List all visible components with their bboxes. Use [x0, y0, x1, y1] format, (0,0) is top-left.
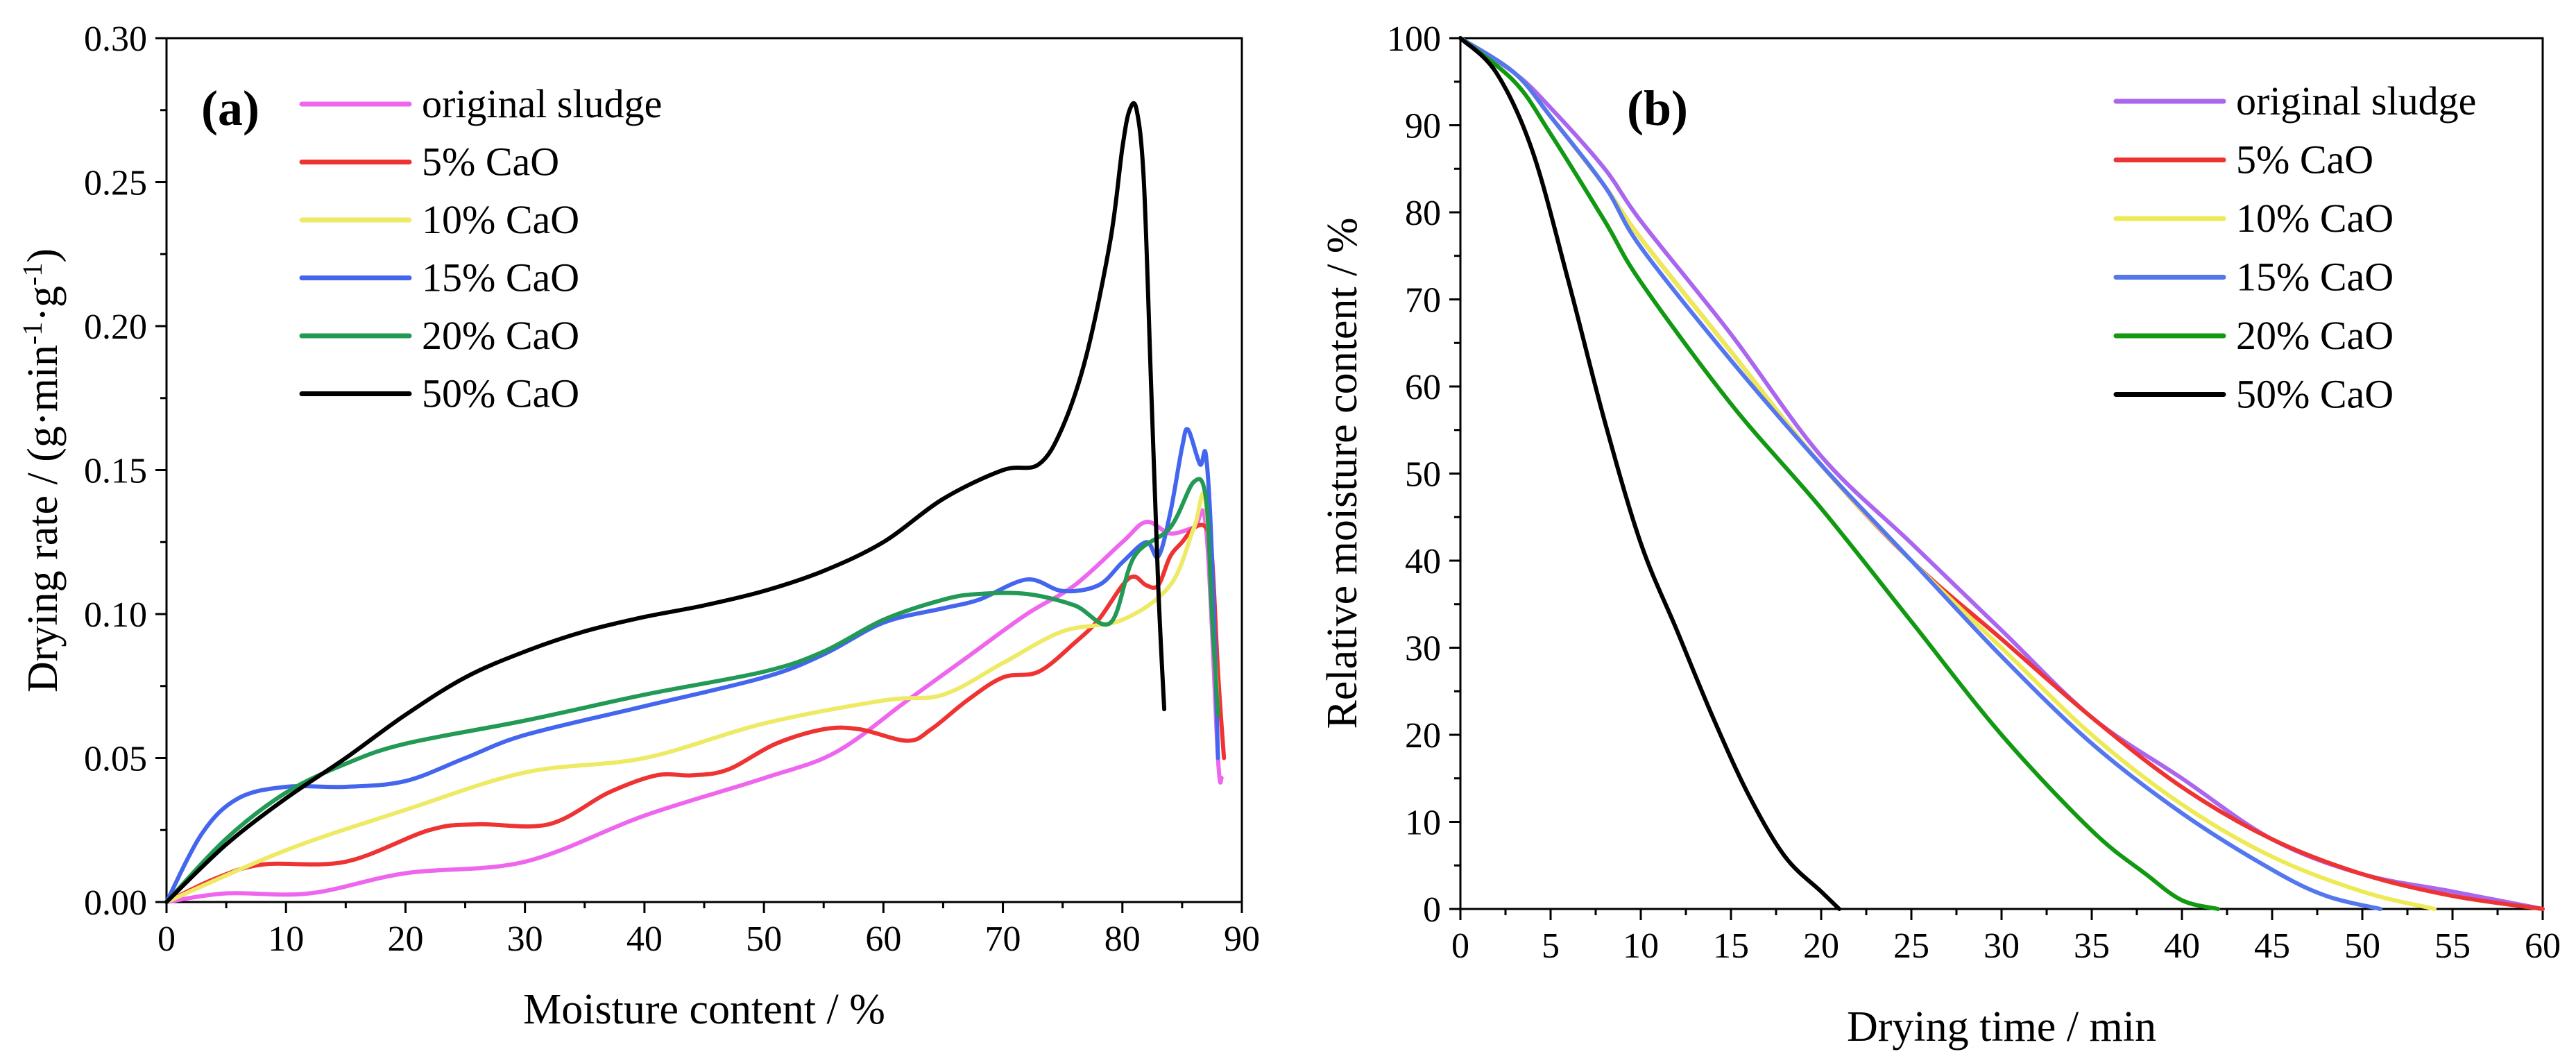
- b-x-tick-label: 60: [2525, 926, 2561, 966]
- a-legend-label-15pct-cao: 15% CaO: [422, 255, 579, 300]
- b-x-tick-label: 30: [1984, 926, 2020, 966]
- a-x-tick-label: 70: [985, 919, 1021, 959]
- b-y-tick-label: 10: [1405, 803, 1441, 843]
- panel-b-legend: original sludge 5% CaO 10% CaO 15% CaO 20% C…: [2113, 78, 2476, 417]
- a-series-line-15pct-cao: [164, 427, 1220, 904]
- panel-b-moisture-content-chart: 0 5 10 15 20 25 30 35 40 45 50 55 60 0 10 20 30 40 50 60 70 8…: [1319, 19, 2561, 1051]
- panel-a-y-title-sup2: -1: [17, 263, 48, 286]
- panel-a-x-axis-title: Moisture content / %: [523, 986, 885, 1033]
- a-x-tick-label: 40: [626, 919, 663, 959]
- b-x-tick-label: 50: [2344, 926, 2380, 966]
- b-series-line-50pct-cao: [1458, 36, 1841, 911]
- a-y-tick-label: 0.05: [84, 740, 147, 779]
- b-x-tick-label: 10: [1623, 926, 1659, 966]
- a-x-tick-label: 30: [507, 919, 543, 959]
- a-x-tick-label: 80: [1104, 919, 1141, 959]
- a-series-line-5pct-cao: [164, 522, 1227, 904]
- b-series-line-20pct-cao: [1458, 36, 2220, 911]
- a-x-tick-label: 0: [157, 919, 176, 959]
- b-x-tick-label: 45: [2254, 926, 2290, 966]
- b-y-tick-label: 100: [1387, 19, 1441, 59]
- b-legend-label-5pct-cao: 5% CaO: [2236, 137, 2373, 182]
- panel-a-series-lines: [164, 101, 1227, 904]
- b-y-tick-label: 30: [1405, 629, 1441, 669]
- panel-a-y-title-sup1: -1: [17, 322, 48, 345]
- panel-a-y-title-main: Drying rate / (g·min: [19, 345, 67, 692]
- b-x-tick-label: 5: [1542, 926, 1560, 966]
- b-y-tick-label: 0: [1423, 890, 1441, 930]
- b-x-tick-label: 15: [1713, 926, 1749, 966]
- a-y-tick-label: 0.30: [84, 19, 147, 59]
- b-legend-label-15pct-cao: 15% CaO: [2236, 255, 2394, 300]
- panel-a-y-title-mid: ·g: [19, 286, 67, 322]
- panel-a-ticks: 0 10 20 30 40 50 60 70 80 90 0.00 0.05 0.10 0.15 0.20 0…: [84, 19, 1260, 959]
- panel-a-y-title-end: ): [19, 248, 67, 263]
- b-y-tick-label: 40: [1405, 542, 1441, 581]
- a-legend-label-10pct-cao: 10% CaO: [422, 197, 579, 242]
- b-x-tick-label: 55: [2434, 926, 2471, 966]
- a-x-tick-label: 60: [865, 919, 901, 959]
- panel-b-x-axis-title: Drying time / min: [1847, 1003, 2156, 1051]
- b-y-tick-label: 70: [1405, 281, 1441, 321]
- b-legend-label-original-sludge: original sludge: [2236, 78, 2476, 124]
- b-series-line-15pct-cao: [1458, 36, 2382, 911]
- b-y-tick-label: 20: [1405, 716, 1441, 756]
- a-y-tick-label: 0.00: [84, 883, 147, 923]
- a-legend-label-50pct-cao: 50% CaO: [422, 371, 579, 416]
- a-x-tick-label: 10: [268, 919, 304, 959]
- b-y-tick-label: 80: [1405, 194, 1441, 233]
- a-series-line-original-sludge: [164, 508, 1224, 904]
- a-legend-label-original-sludge: original sludge: [422, 81, 662, 126]
- a-x-tick-label: 20: [387, 919, 423, 959]
- b-legend-label-50pct-cao: 50% CaO: [2236, 372, 2394, 417]
- panel-b-series-lines: [1458, 36, 2545, 911]
- a-series-line-10pct-cao: [164, 491, 1220, 904]
- b-y-tick-label: 60: [1405, 368, 1441, 407]
- panel-b-label: (b): [1627, 80, 1688, 136]
- a-legend-label-5pct-cao: 5% CaO: [422, 139, 559, 185]
- b-y-tick-label: 50: [1405, 455, 1441, 495]
- b-x-tick-label: 20: [1803, 926, 1839, 966]
- panel-a-label: (a): [201, 80, 259, 136]
- a-y-tick-label: 0.25: [84, 164, 147, 203]
- a-series-line-20pct-cao: [164, 477, 1220, 904]
- b-y-tick-label: 90: [1405, 107, 1441, 146]
- panel-a-y-axis-title: Drying rate / (g·min-1·g-1): [17, 248, 67, 692]
- a-x-tick-label: 50: [746, 919, 782, 959]
- a-x-tick-label: 90: [1224, 919, 1260, 959]
- panel-a-legend: original sludge 5% CaO 10% CaO 15% CaO 20% C…: [299, 81, 662, 416]
- b-legend-label-20pct-cao: 20% CaO: [2236, 313, 2394, 358]
- panel-b-y-axis-title: Relative moisture content / %: [1319, 218, 1366, 729]
- a-legend-label-20pct-cao: 20% CaO: [422, 313, 579, 358]
- a-y-tick-label: 0.15: [84, 452, 147, 491]
- b-x-tick-label: 35: [2074, 926, 2110, 966]
- b-legend-label-10pct-cao: 10% CaO: [2236, 196, 2394, 241]
- a-y-tick-label: 0.20: [84, 307, 147, 347]
- b-x-tick-label: 25: [1893, 926, 1929, 966]
- a-series-line-50pct-cao: [164, 101, 1167, 904]
- a-y-tick-label: 0.10: [84, 595, 147, 635]
- panel-a-drying-rate-chart: 0 10 20 30 40 50 60 70 80 90 0.00 0.05 0.10 0.15 0.20 0…: [17, 19, 1261, 1033]
- b-x-tick-label: 40: [2164, 926, 2200, 966]
- b-x-tick-label: 0: [1451, 926, 1469, 966]
